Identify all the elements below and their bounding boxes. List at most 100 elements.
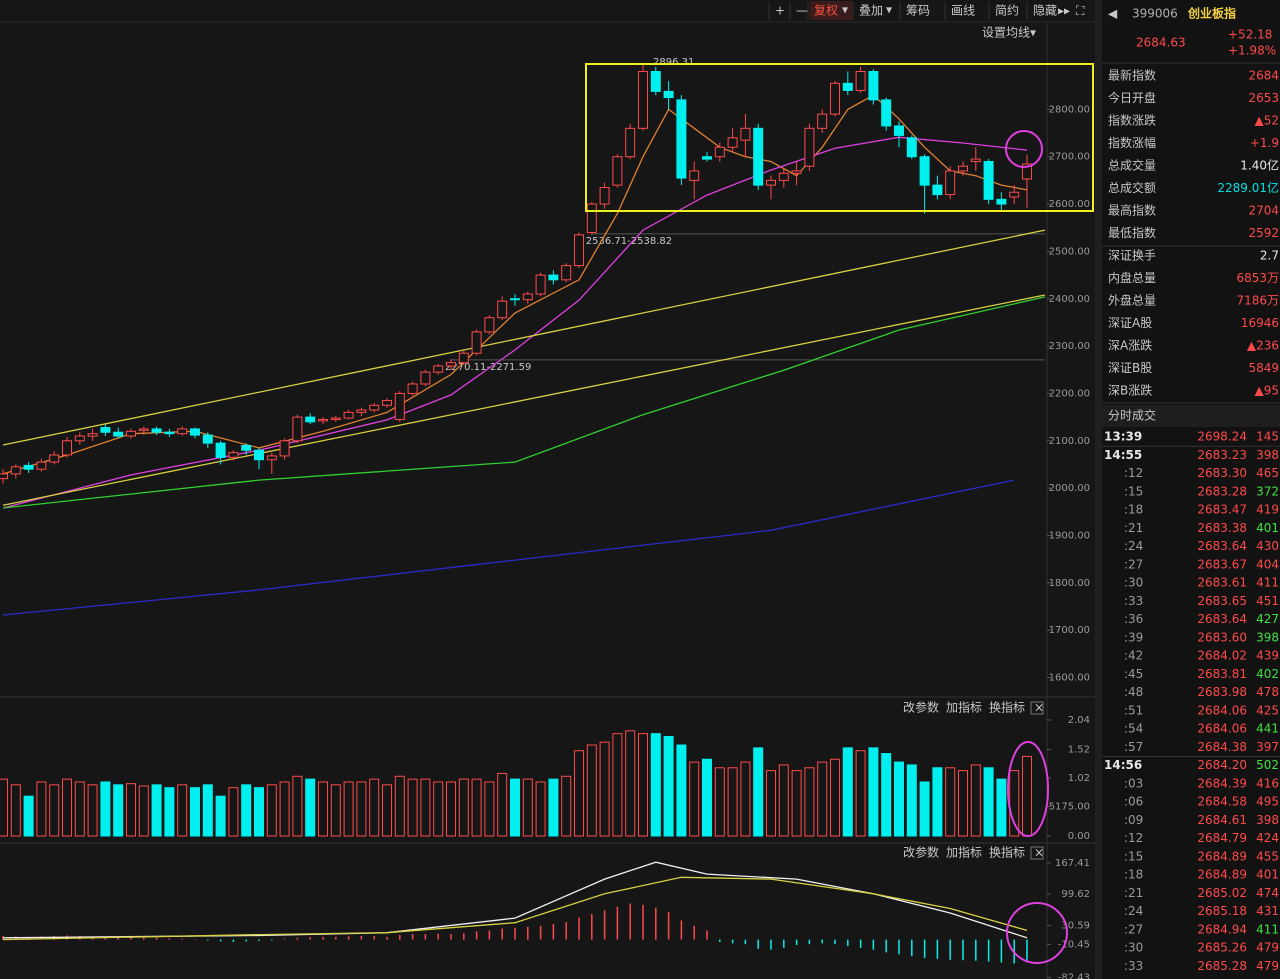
indicator-button[interactable]: 加指标 bbox=[946, 700, 982, 715]
y-tick-label: 2300.00 bbox=[1049, 341, 1090, 352]
indicator-button[interactable]: 换指标 bbox=[989, 845, 1025, 860]
toolbar-button[interactable]: 筹码 bbox=[906, 4, 930, 18]
toolbar-button[interactable]: — bbox=[796, 4, 808, 18]
volume-bar bbox=[407, 778, 418, 837]
trade-volume: 479 bbox=[1256, 941, 1279, 955]
candle-body bbox=[113, 431, 124, 437]
candle-body bbox=[497, 300, 508, 319]
volume-bar bbox=[279, 781, 290, 837]
trade-price: 2683.28 bbox=[1197, 484, 1247, 498]
trade-time: :24 bbox=[1124, 539, 1143, 553]
trade-price: 2683.65 bbox=[1197, 594, 1247, 608]
stat-label: 指数涨幅 bbox=[1108, 135, 1156, 150]
toolbar-button[interactable]: 画线 bbox=[951, 4, 975, 18]
trade-price: 2683.38 bbox=[1197, 521, 1247, 535]
ma-setting[interactable]: 设置均线 bbox=[982, 26, 1030, 40]
trade-price: 2684.89 bbox=[1197, 868, 1247, 882]
toolbar-button[interactable]: 复权 bbox=[814, 4, 838, 18]
y-tick-label: 30.59 bbox=[1061, 921, 1090, 932]
indicator-bar: 改参数 加指标 换指标 × bbox=[903, 700, 1044, 715]
trade-volume: 425 bbox=[1256, 703, 1279, 717]
candle-body bbox=[766, 179, 776, 186]
volume-bar bbox=[586, 744, 597, 837]
volume-bar bbox=[305, 778, 316, 837]
close-button[interactable] bbox=[1030, 701, 1044, 715]
candle-body bbox=[23, 464, 34, 470]
trade-price: 2683.47 bbox=[1197, 503, 1247, 517]
trade-price: 2684.38 bbox=[1197, 740, 1247, 754]
volume-bar bbox=[49, 784, 60, 837]
stat-value: 2289.01亿 bbox=[1217, 180, 1279, 195]
stat-value: 2.7 bbox=[1260, 249, 1279, 263]
volume-bar bbox=[970, 764, 981, 837]
toolbar-button[interactable]: 叠加 bbox=[859, 4, 883, 18]
trade-time: :15 bbox=[1124, 484, 1143, 498]
stat-label: 最新指数 bbox=[1108, 68, 1156, 83]
volume-bar bbox=[254, 787, 264, 837]
trade-price: 2684.06 bbox=[1197, 703, 1247, 717]
toolbar-button[interactable]: 隐藏 bbox=[1033, 4, 1057, 18]
close-button[interactable] bbox=[1030, 846, 1044, 860]
candle-body bbox=[586, 203, 597, 233]
candle-body bbox=[842, 82, 853, 91]
volume-bar bbox=[574, 750, 584, 837]
trade-time: :54 bbox=[1124, 722, 1143, 736]
trade-volume: 502 bbox=[1256, 758, 1279, 772]
trade-price: 2685.02 bbox=[1197, 886, 1247, 900]
candle-body bbox=[369, 404, 380, 411]
y-tick-label: 5175.00 bbox=[1049, 802, 1090, 813]
scrollbar bbox=[1095, 0, 1102, 979]
trade-price: 2683.98 bbox=[1197, 685, 1247, 699]
trade-volume: 372 bbox=[1256, 484, 1279, 498]
indicator-button[interactable]: 加指标 bbox=[946, 845, 982, 860]
trade-volume: 424 bbox=[1256, 831, 1279, 845]
y-tick-label: 0.00 bbox=[1068, 831, 1090, 842]
candle-body bbox=[881, 99, 892, 127]
candle-body bbox=[1022, 163, 1032, 180]
volume-bar bbox=[138, 785, 149, 837]
trade-price: 2683.23 bbox=[1197, 448, 1247, 462]
volume-bar bbox=[0, 778, 8, 837]
candle-body bbox=[190, 428, 200, 436]
trade-volume: 398 bbox=[1256, 630, 1279, 644]
indicator-button[interactable]: 改参数 bbox=[903, 845, 939, 860]
y-tick-label: 2700.00 bbox=[1049, 152, 1090, 163]
stat-value: 7186万 bbox=[1236, 294, 1279, 308]
volume-bar bbox=[292, 775, 303, 837]
toolbar-button[interactable]: 简约 bbox=[995, 3, 1019, 18]
candle-body bbox=[855, 71, 866, 91]
indicator-button[interactable]: 改参数 bbox=[903, 700, 939, 715]
trade-price: 2683.64 bbox=[1197, 539, 1247, 553]
trade-volume: 451 bbox=[1256, 594, 1279, 608]
toolbar-button[interactable]: + bbox=[775, 4, 785, 18]
trades-title: 分时成交 bbox=[1108, 408, 1156, 423]
trade-volume: 431 bbox=[1256, 904, 1279, 918]
volume-bar bbox=[535, 781, 546, 837]
candle-body bbox=[74, 435, 85, 442]
candle-body bbox=[330, 417, 341, 420]
indicator-button[interactable]: 换指标 bbox=[989, 700, 1025, 715]
trade-volume: 441 bbox=[1256, 722, 1279, 736]
y-tick-label: -82.43 bbox=[1058, 972, 1090, 979]
dropdown-arrow: ▾ bbox=[886, 3, 892, 17]
volume-bar bbox=[10, 784, 21, 837]
volume-bar bbox=[945, 767, 956, 837]
trade-price: 2684.94 bbox=[1197, 922, 1247, 936]
fullscreen-icon[interactable]: ⛶ bbox=[1075, 4, 1085, 18]
candle-body bbox=[241, 445, 252, 451]
back-arrow[interactable]: ◀ bbox=[1108, 7, 1118, 21]
volume-bar bbox=[62, 778, 72, 837]
volume-bar bbox=[996, 778, 1007, 837]
stat-value: ▲52 bbox=[1255, 114, 1280, 128]
y-tick-label: 1900.00 bbox=[1049, 530, 1090, 541]
dropdown-arrow: ▾ bbox=[1030, 26, 1036, 40]
trade-price: 2685.18 bbox=[1197, 904, 1247, 918]
volume-bar bbox=[599, 741, 610, 837]
volume-bar bbox=[842, 747, 853, 837]
trade-time: 14:56 bbox=[1104, 758, 1142, 772]
volume-bar bbox=[625, 730, 636, 837]
volume-bar bbox=[382, 784, 392, 837]
candle-body bbox=[62, 440, 72, 456]
candle-body bbox=[254, 449, 264, 461]
